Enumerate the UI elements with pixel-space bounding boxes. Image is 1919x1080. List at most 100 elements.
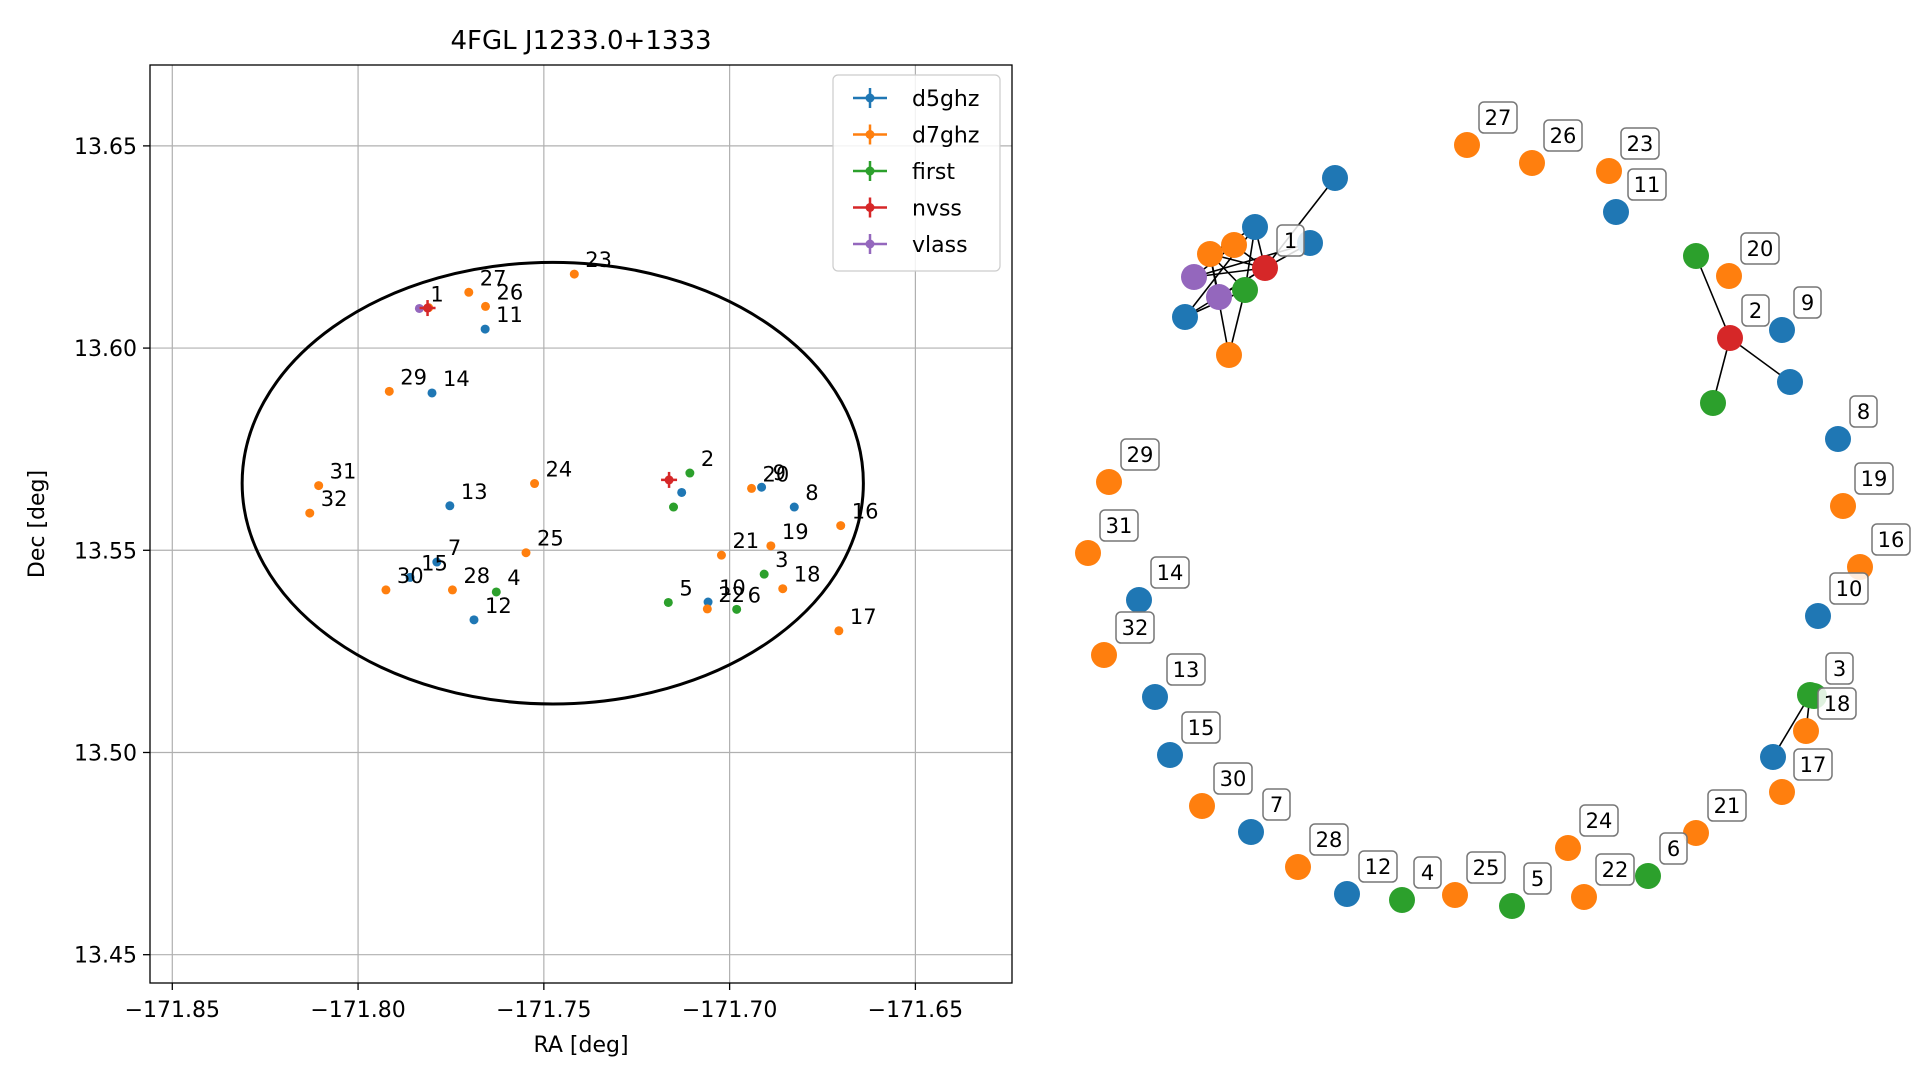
scatter-point-label: 10	[719, 576, 746, 600]
network-node-label: 3	[1833, 657, 1846, 681]
scatter-point	[447, 585, 457, 595]
scatter-point	[427, 388, 437, 398]
network-label-box	[1181, 711, 1221, 744]
network-node-label: 29	[1127, 443, 1154, 467]
network-node-label: 8	[1857, 400, 1870, 424]
scatter-point-label: 30	[397, 564, 424, 588]
localization-ellipse	[240, 260, 865, 706]
scatter-point	[314, 481, 324, 491]
network-node-label: 7	[1270, 793, 1283, 817]
scatter-point-label: 28	[463, 564, 490, 588]
scatter-point	[445, 501, 455, 511]
scatter-point	[305, 508, 315, 518]
scatter-point-label: 15	[421, 551, 448, 575]
scatter-point	[766, 541, 776, 551]
scatter-point-label: 11	[496, 303, 523, 327]
network-label-box	[1413, 856, 1442, 889]
network-node	[1232, 277, 1258, 303]
network-label-box	[1478, 101, 1518, 134]
x-tick-label: −171.65	[868, 998, 963, 1023]
scatter-point-label: 29	[400, 365, 427, 389]
network-label-box	[1579, 804, 1619, 837]
scatter-point	[569, 269, 579, 279]
network-node	[1252, 255, 1278, 281]
network-node	[1635, 863, 1661, 889]
network-label-box	[1115, 611, 1155, 644]
scatter-point-label: 14	[443, 367, 470, 391]
scatter-point	[405, 572, 415, 582]
scatter-point	[834, 626, 844, 636]
network-node-label: 32	[1122, 616, 1149, 640]
y-axis-label: Dec [deg]	[25, 470, 50, 578]
network-node-label: 26	[1550, 124, 1577, 148]
network-label-box	[1166, 653, 1206, 686]
network-node	[1519, 150, 1545, 176]
network-label-box	[1309, 823, 1349, 856]
scatter-point-label: 9	[773, 461, 786, 485]
network-node-label: 6	[1667, 837, 1680, 861]
legend-label: nvss	[912, 197, 962, 222]
network-node	[1075, 540, 1101, 566]
network-label-box	[1825, 652, 1854, 685]
network-label-box	[1707, 789, 1747, 822]
network-node	[1603, 199, 1629, 225]
scatter-point-label: 31	[330, 460, 357, 484]
x-axis-label: RA [deg]	[533, 1033, 628, 1058]
y-tick-label: 13.55	[74, 539, 137, 564]
scatter-point	[384, 386, 394, 396]
y-tick-label: 13.65	[74, 135, 137, 160]
network-label-box	[1740, 232, 1780, 265]
scatter-point	[677, 487, 687, 497]
x-tick-label: −171.85	[125, 998, 220, 1023]
network-node-label: 23	[1627, 132, 1654, 156]
network-node	[1096, 469, 1122, 495]
network-node	[1760, 744, 1786, 770]
scatter-point	[747, 483, 757, 493]
scatter-point-label: 1	[430, 282, 443, 306]
scatter-point-label: 16	[852, 500, 879, 524]
scatter-point-label: 4	[507, 566, 520, 590]
network-node	[1334, 881, 1360, 907]
network-label-box	[1620, 127, 1660, 160]
network-node	[1442, 882, 1468, 908]
network-edge	[1695, 255, 1731, 339]
legend-marker-dot	[865, 93, 875, 103]
scatter-point	[757, 482, 767, 492]
network-node	[1830, 493, 1856, 519]
network-node-label: 16	[1878, 528, 1905, 552]
network-node-label: 19	[1861, 467, 1888, 491]
scatter-point-label: 3	[775, 548, 788, 572]
legend-label: vlass	[912, 233, 968, 258]
network-node	[1285, 854, 1311, 880]
network-label-box	[1595, 853, 1635, 886]
network-label-box	[1120, 438, 1160, 471]
scatter-point-label: 20	[763, 462, 790, 486]
network-node	[1805, 603, 1831, 629]
network-node-label: 14	[1157, 561, 1184, 585]
scatter-points	[305, 269, 846, 636]
network-node	[1769, 779, 1795, 805]
network-node	[1700, 390, 1726, 416]
x-tick-label: −171.75	[496, 998, 591, 1023]
scatter-point	[464, 287, 474, 297]
localization-ellipse-layer	[240, 260, 865, 706]
legend-label: d5ghz	[912, 87, 979, 112]
network-label-box	[1466, 851, 1506, 884]
network-node-label: 10	[1836, 577, 1863, 601]
scatter-point-label: 18	[794, 563, 821, 587]
scatter-point	[423, 303, 433, 313]
network-node	[1777, 369, 1803, 395]
scatter-point	[664, 475, 674, 485]
network-label-box	[1871, 523, 1911, 556]
scatter-point-label: 26	[497, 280, 524, 304]
network-node-label: 13	[1173, 658, 1200, 682]
scatter-point	[685, 468, 695, 478]
scatter-point	[480, 324, 490, 334]
y-tick-label: 13.45	[74, 944, 137, 969]
network-node	[1683, 820, 1709, 846]
x-tick-label: −171.80	[310, 998, 405, 1023]
network-node-label: 24	[1586, 809, 1613, 833]
network-node-label: 25	[1473, 856, 1500, 880]
